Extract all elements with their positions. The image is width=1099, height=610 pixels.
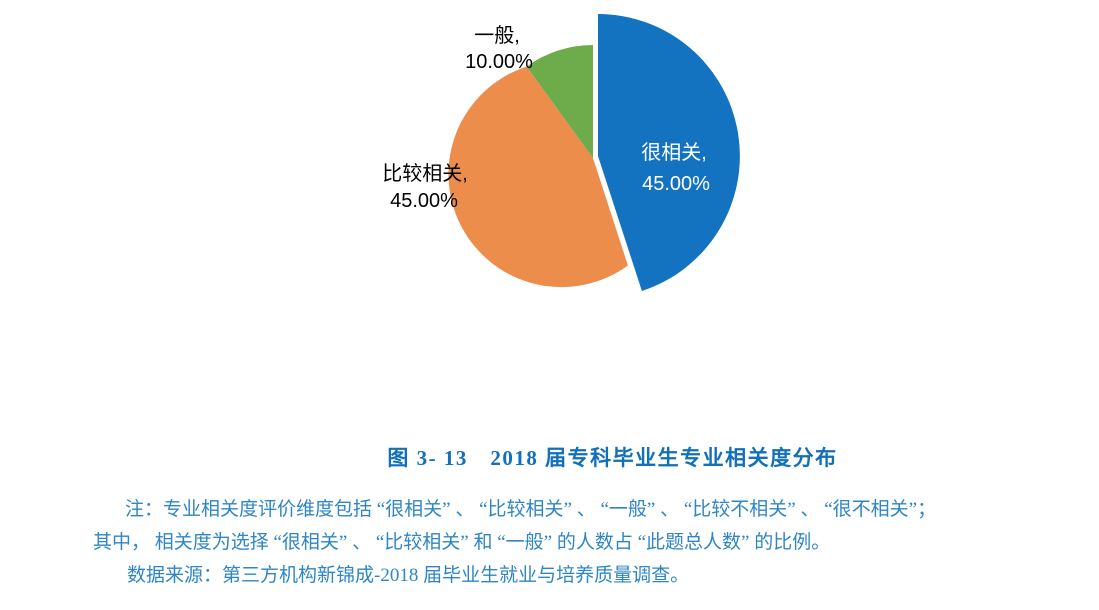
pie-chart: 很相关, 45.00% 比较相关, 45.00% 一般, 10.00% bbox=[382, 14, 740, 291]
pie-slice-fairly-related bbox=[448, 66, 628, 288]
figure-caption: 图 3- 13 2018 届专科毕业生专业相关度分布 bbox=[387, 446, 838, 470]
slice-label-fairly-related: 比较相关, bbox=[382, 162, 468, 185]
slice-value-fairly-related: 45.00% bbox=[390, 190, 458, 212]
pie-slice-average bbox=[526, 45, 593, 158]
slice-label-average: 一般, bbox=[474, 24, 520, 47]
slice-label-very-related: 很相关, bbox=[641, 141, 707, 164]
slice-value-average: 10.00% bbox=[465, 51, 533, 73]
note-line-3: 数据来源：第三方机构新锦成-2018 届毕业生就业与培养质量调查。 bbox=[127, 565, 690, 586]
slice-value-very-related: 45.00% bbox=[642, 173, 710, 195]
pie-slice-very-related bbox=[598, 14, 740, 291]
note-line-2: 其中， 相关度为选择 “很相关” 、 “比较相关” 和 “一般” 的人数占 “此… bbox=[93, 532, 831, 553]
note-line-1: 注：专业相关度评价维度包括 “很相关” 、 “比较相关” 、 “一般” 、 “比… bbox=[125, 499, 937, 520]
